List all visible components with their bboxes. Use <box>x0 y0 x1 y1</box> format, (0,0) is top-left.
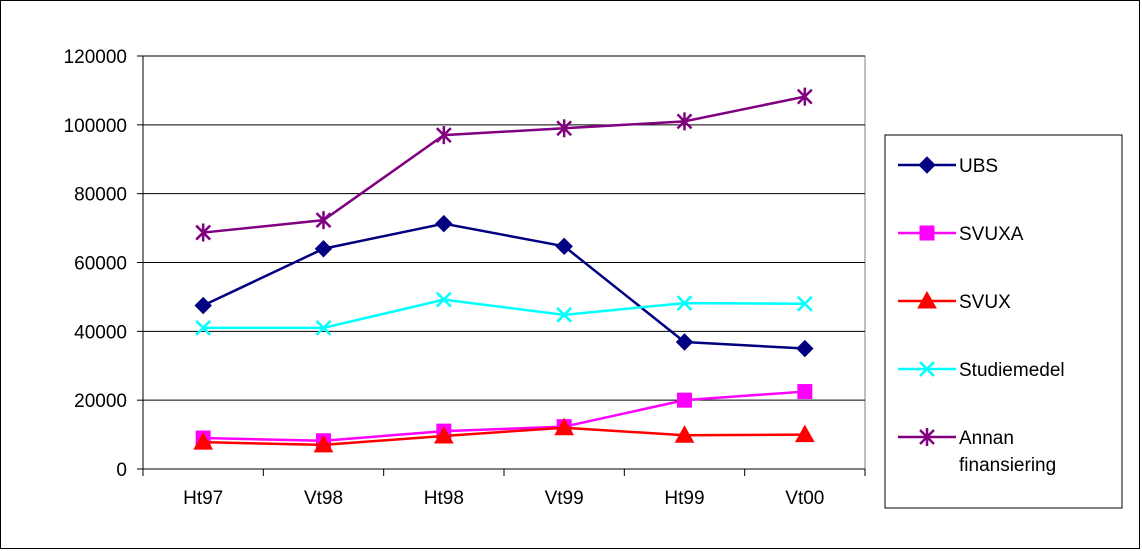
legend-swatch-marker <box>919 428 935 446</box>
legend-item: Studiemedel <box>898 360 1065 381</box>
data-point-marker <box>315 320 332 336</box>
legend-item: SVUX <box>898 290 1011 313</box>
legend-label: Annan <box>959 428 1014 449</box>
data-point-marker <box>677 392 692 408</box>
y-tick-label: 100000 <box>64 116 127 137</box>
x-tick-label: Vt99 <box>545 488 584 509</box>
legend-label: SVUX <box>959 292 1011 313</box>
legend-swatch-marker <box>918 156 936 174</box>
data-point-marker <box>556 119 573 138</box>
data-point-marker <box>796 295 813 312</box>
series-line <box>203 390 805 443</box>
legend-item: Annan finansiering <box>898 428 1056 476</box>
x-tick-label: Ht97 <box>183 488 223 509</box>
data-point-marker <box>676 112 693 131</box>
data-point-marker <box>556 306 573 323</box>
y-tick-label: 80000 <box>74 185 127 206</box>
series-studiemedel <box>195 291 813 336</box>
data-point-marker <box>796 87 813 106</box>
data-point-marker <box>193 432 214 450</box>
legend-swatch-marker <box>919 361 935 377</box>
legend-swatch-marker <box>919 225 935 241</box>
legend-box <box>884 134 1123 509</box>
data-point-marker <box>675 333 694 351</box>
data-point-marker <box>435 214 453 233</box>
series-line <box>203 426 805 447</box>
y-tick-label: 20000 <box>74 391 127 412</box>
data-point-marker <box>555 237 573 256</box>
data-point-marker <box>676 295 693 311</box>
data-point-marker <box>674 425 695 443</box>
legend: UBS SVUXA SVUX Studiemedel Annan finansiering <box>884 134 1123 509</box>
x-tick-label: Ht99 <box>664 488 704 509</box>
legend-item: SVUXA <box>898 224 1024 245</box>
legend-label: Studiemedel <box>959 360 1065 381</box>
data-point-marker <box>194 296 212 315</box>
data-point-marker <box>433 425 454 444</box>
series-group <box>193 87 815 453</box>
y-tick-label: 120000 <box>64 47 127 68</box>
data-point-marker <box>435 126 452 145</box>
x-tick-label: Vt00 <box>785 488 824 509</box>
legend-swatch-marker <box>917 290 937 309</box>
data-point-marker <box>195 223 212 242</box>
legend-label: finansiering <box>959 455 1056 476</box>
series-annan-finansiering <box>195 87 813 242</box>
gridlines <box>143 55 865 401</box>
series-line <box>203 95 806 234</box>
data-point-marker <box>797 384 813 400</box>
legend-item: UBS <box>898 156 998 177</box>
legend-label: SVUXA <box>959 224 1024 245</box>
y-tick-label: 0 <box>116 460 127 481</box>
series-line <box>202 222 805 350</box>
y-tick-label: 60000 <box>74 254 127 275</box>
data-point-marker <box>435 291 452 308</box>
data-point-marker <box>554 417 575 436</box>
series-ubs <box>194 214 814 358</box>
series-svux <box>193 417 815 453</box>
x-tick-label: Vt98 <box>304 488 343 509</box>
x-axis-ticks: Ht97 Vt98 Ht98 Vt99 Ht99 Vt00 <box>142 469 866 509</box>
x-tick-label: Ht98 <box>424 488 464 509</box>
data-point-marker <box>796 339 814 358</box>
y-tick-label: 40000 <box>74 322 127 343</box>
data-point-marker <box>314 240 333 258</box>
data-point-marker <box>794 424 815 443</box>
legend-label: UBS <box>959 156 998 177</box>
data-point-marker <box>315 211 332 230</box>
data-point-marker <box>195 320 212 336</box>
y-axis-ticks: 0 20000 40000 60000 80000 100000 120000 <box>64 47 143 481</box>
series-line <box>203 298 805 330</box>
data-point-marker <box>313 434 334 453</box>
